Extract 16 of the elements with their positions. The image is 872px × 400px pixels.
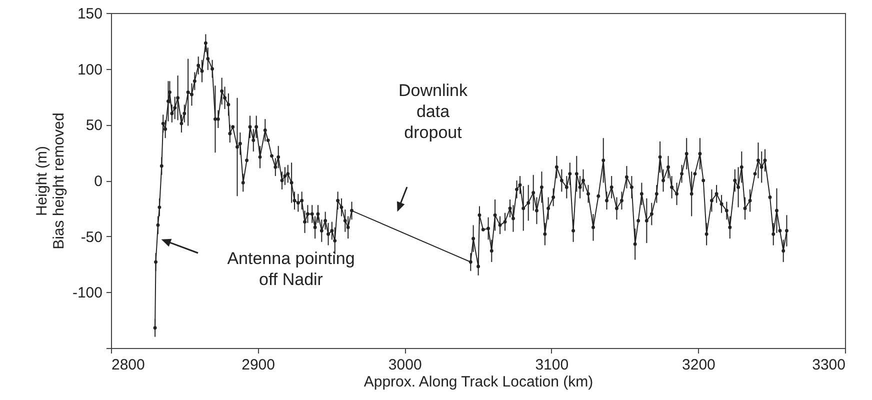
x-tick-label: 2800 (112, 356, 145, 374)
y-tick-label: -50 (80, 228, 102, 246)
annotation: Antenna pointing off Nadir (227, 249, 355, 289)
y-axis-title: Height (m) Bias height removed (33, 112, 68, 250)
x-tick-label: 3000 (388, 356, 422, 374)
x-tick-label: 3300 (812, 356, 846, 374)
y-tick-label: 150 (77, 6, 102, 22)
x-tick-label: 3100 (535, 356, 569, 374)
x-tick-label: 3200 (682, 356, 716, 374)
y-tick-label: -100 (72, 284, 102, 302)
y-tick-label: 0 (94, 173, 102, 190)
annotation: Downlink data dropout (398, 81, 468, 142)
y-tick-label: 100 (77, 61, 102, 78)
x-axis-title: Approx. Along Track Location (km) (364, 374, 594, 390)
x-tick-label: 2900 (242, 356, 275, 374)
y-tick-label: 50 (86, 117, 102, 134)
